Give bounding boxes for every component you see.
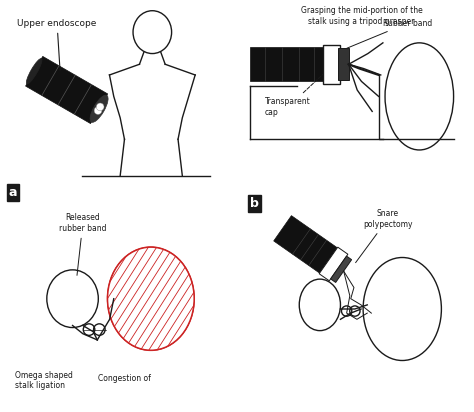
Ellipse shape (385, 43, 454, 150)
Text: Congestion of: Congestion of (98, 374, 151, 383)
Polygon shape (338, 48, 348, 80)
Polygon shape (323, 45, 340, 84)
Text: Omega shaped
stalk ligation: Omega shaped stalk ligation (15, 371, 73, 390)
Ellipse shape (108, 247, 194, 350)
Ellipse shape (363, 258, 441, 360)
Text: Upper endoscope: Upper endoscope (18, 19, 97, 70)
Polygon shape (273, 215, 337, 273)
Ellipse shape (299, 279, 340, 330)
Circle shape (96, 103, 104, 111)
Text: Grasping the mid-portion of the
stalk using a tripod grasper: Grasping the mid-portion of the stalk us… (301, 7, 422, 26)
Polygon shape (319, 247, 348, 281)
Text: Released
rubber band: Released rubber band (59, 213, 107, 275)
Ellipse shape (108, 247, 194, 350)
Polygon shape (250, 47, 325, 82)
Ellipse shape (90, 95, 108, 122)
Text: Transparent
cap: Transparent cap (265, 67, 331, 117)
Ellipse shape (47, 270, 98, 328)
Polygon shape (26, 56, 108, 124)
Text: Rubber band: Rubber band (347, 19, 432, 48)
Text: a: a (9, 186, 18, 199)
Polygon shape (330, 256, 352, 283)
Ellipse shape (27, 59, 42, 84)
Text: Snare
polypectomy: Snare polypectomy (356, 209, 412, 263)
Circle shape (94, 107, 102, 115)
Text: b: b (250, 197, 259, 210)
